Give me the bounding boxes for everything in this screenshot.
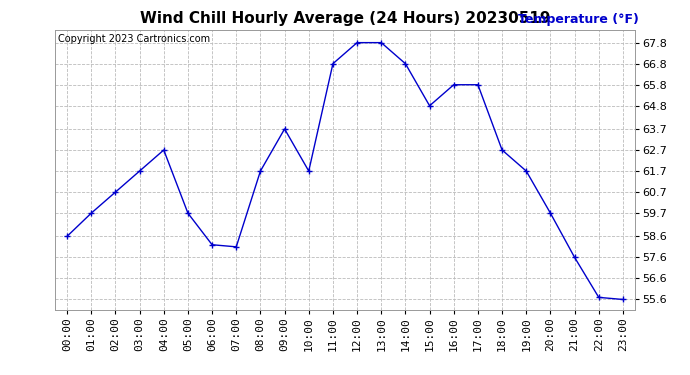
Text: Temperature (°F): Temperature (°F) <box>518 13 638 26</box>
Text: Wind Chill Hourly Average (24 Hours) 20230519: Wind Chill Hourly Average (24 Hours) 202… <box>140 11 550 26</box>
Text: Copyright 2023 Cartronics.com: Copyright 2023 Cartronics.com <box>59 34 210 44</box>
